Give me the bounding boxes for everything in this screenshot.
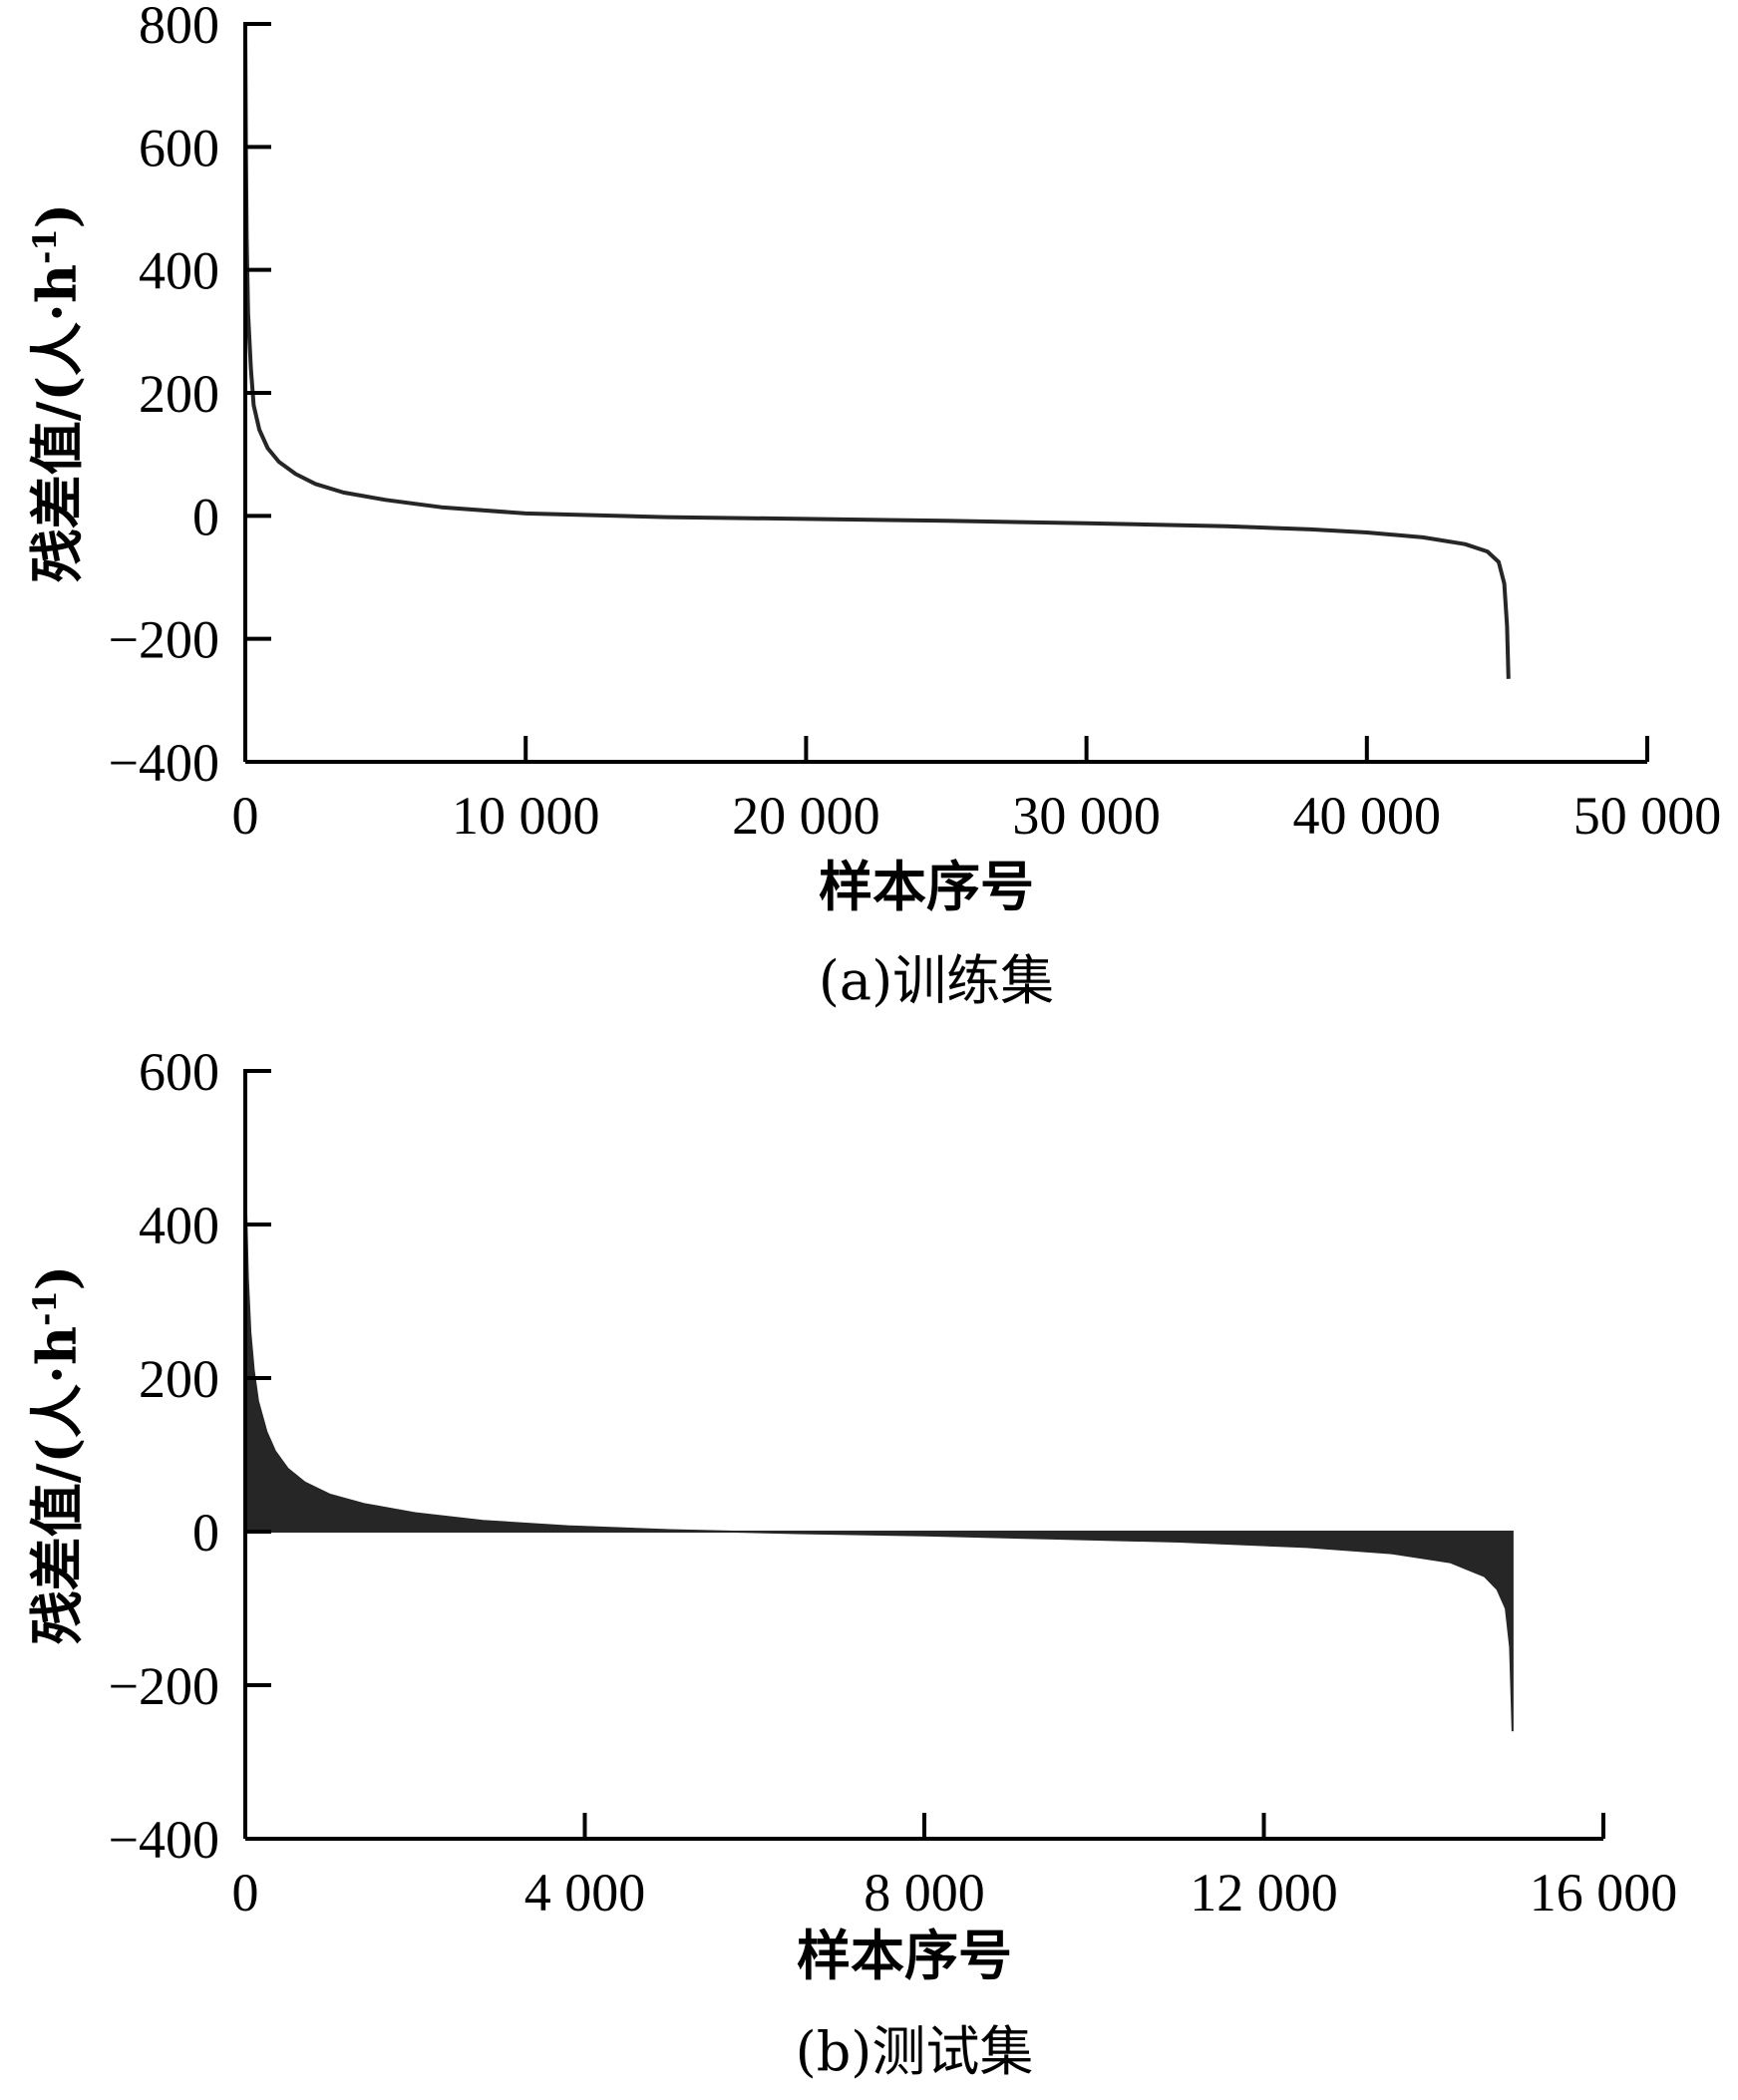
x-tick-label: 16 000 (1530, 1863, 1678, 1923)
y-tick-label: 0 (192, 487, 219, 546)
x-tick-label: 0 (232, 1863, 259, 1923)
y-tick-label: −200 (109, 610, 219, 670)
y-tick-label: −400 (109, 733, 219, 793)
panel-caption: (a)训练集 (819, 949, 1054, 1012)
y-tick-label: 0 (192, 1503, 219, 1563)
y-axis-title: 残差值/(人·h-1) (25, 203, 89, 582)
residual-line-0 (243, 36, 1511, 679)
y-axis-title-sup: -1 (26, 228, 64, 264)
chart-panel-0: −400 −200 0 200 400 600 800 0 10 000 20 000 30 000… (25, 0, 1721, 1012)
y-tick-label: 800 (139, 0, 219, 55)
chart-panel-1: −400 −200 0 200 400 600 0 4 000 8 000 12 000 16 00… (25, 1042, 1677, 2083)
x-axis-title: 样本序号 (819, 855, 1034, 918)
x-tick-label: 0 (232, 786, 259, 846)
y-axis-title-tail: ) (25, 203, 89, 229)
y-tick-label: 600 (139, 118, 219, 177)
x-tick-label: 40 000 (1293, 786, 1442, 846)
x-tick-label: 20 000 (732, 786, 880, 846)
y-tick-label: −200 (109, 1656, 219, 1716)
x-tick-label: 4 000 (524, 1863, 646, 1923)
y-tick-label: 600 (139, 1042, 219, 1102)
x-tick-label: 8 000 (864, 1863, 985, 1923)
panel-caption: (b)测试集 (796, 2020, 1034, 2083)
y-tick-label: 400 (139, 241, 219, 301)
y-axis-title-tail: ) (25, 1265, 89, 1291)
y-tick-label: 200 (139, 1349, 219, 1409)
x-tick-label: 10 000 (452, 786, 600, 846)
x-axis-title: 样本序号 (797, 1924, 1012, 1987)
y-tick-label: 200 (139, 364, 219, 424)
x-tick-label: 50 000 (1573, 786, 1722, 846)
residual-area-0 (244, 1086, 1514, 1732)
y-tick-label: 400 (139, 1196, 219, 1255)
y-axis-title: 残差值/(人·h-1) (25, 1265, 89, 1644)
x-tick-label: 12 000 (1190, 1863, 1338, 1923)
x-tick-label: 30 000 (1012, 786, 1161, 846)
y-axis-title-main: 残差值/(人·h (25, 1326, 89, 1644)
y-axis-title-main: 残差值/(人·h (25, 264, 89, 582)
y-axis-title-sup: -1 (26, 1290, 64, 1326)
y-tick-label: −400 (109, 1810, 219, 1870)
